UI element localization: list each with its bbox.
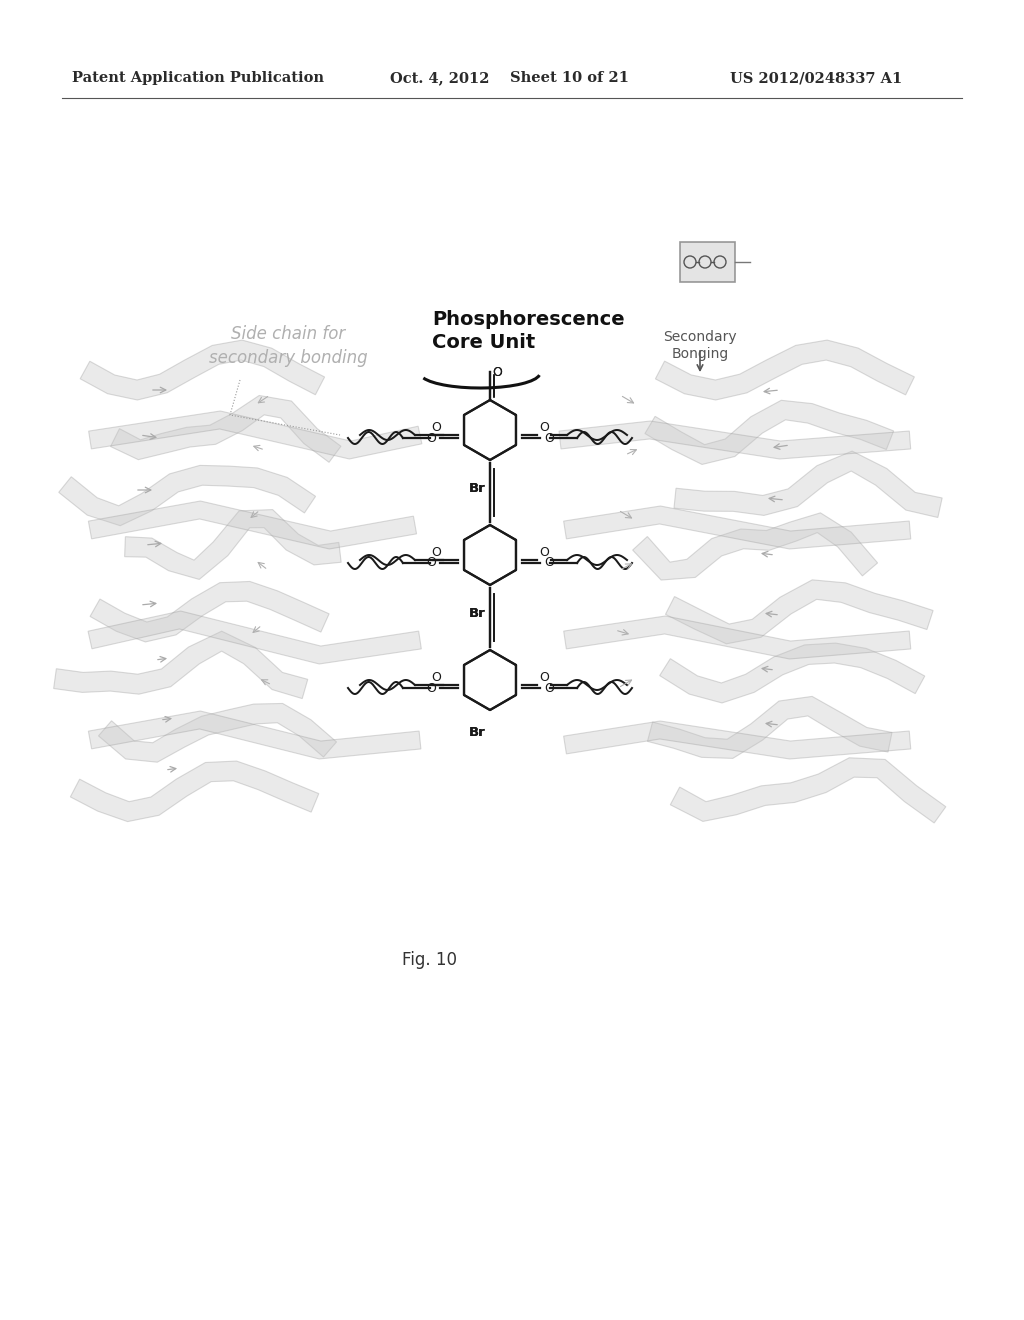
Text: Br: Br [468, 607, 485, 620]
Polygon shape [563, 506, 910, 549]
Text: O: O [539, 546, 549, 558]
Polygon shape [666, 579, 933, 644]
Polygon shape [559, 421, 910, 459]
Polygon shape [80, 341, 325, 400]
Text: O: O [492, 366, 502, 379]
Polygon shape [125, 510, 341, 579]
Polygon shape [88, 711, 421, 759]
Text: O: O [544, 432, 554, 445]
Text: O: O [539, 421, 549, 434]
Polygon shape [88, 611, 421, 664]
Text: Br: Br [468, 482, 485, 495]
FancyBboxPatch shape [680, 242, 735, 282]
Text: O: O [431, 671, 441, 684]
Text: Oct. 4, 2012: Oct. 4, 2012 [390, 71, 489, 84]
Polygon shape [659, 643, 925, 704]
Polygon shape [655, 341, 914, 400]
Polygon shape [645, 400, 894, 465]
Text: Br: Br [468, 726, 485, 738]
Text: Fig. 10: Fig. 10 [402, 950, 458, 969]
Polygon shape [53, 631, 308, 698]
Text: Br: Br [468, 726, 485, 738]
Text: Secondary
Bonging: Secondary Bonging [664, 330, 737, 362]
Text: O: O [544, 681, 554, 694]
Text: O: O [426, 557, 436, 569]
Polygon shape [90, 581, 329, 642]
Text: Phosphorescence
Core Unit: Phosphorescence Core Unit [432, 310, 625, 352]
Polygon shape [58, 466, 315, 525]
Polygon shape [89, 411, 422, 459]
Text: Br: Br [468, 607, 485, 620]
Text: O: O [544, 557, 554, 569]
Polygon shape [674, 451, 942, 517]
Text: O: O [426, 681, 436, 694]
Text: O: O [426, 432, 436, 445]
Polygon shape [563, 721, 910, 759]
Text: Side chain for
secondary bonding: Side chain for secondary bonding [209, 325, 368, 367]
Text: O: O [431, 546, 441, 558]
Text: Br: Br [468, 482, 485, 495]
Text: Sheet 10 of 21: Sheet 10 of 21 [510, 71, 629, 84]
Polygon shape [671, 758, 946, 822]
Polygon shape [563, 616, 910, 659]
Text: O: O [492, 366, 502, 379]
Polygon shape [88, 502, 417, 549]
Polygon shape [633, 513, 878, 579]
Polygon shape [98, 704, 337, 762]
Text: Patent Application Publication: Patent Application Publication [72, 71, 324, 84]
Text: US 2012/0248337 A1: US 2012/0248337 A1 [730, 71, 902, 84]
Polygon shape [647, 697, 892, 759]
Polygon shape [71, 762, 318, 821]
Polygon shape [111, 396, 341, 462]
Text: O: O [431, 421, 441, 434]
Text: O: O [539, 671, 549, 684]
